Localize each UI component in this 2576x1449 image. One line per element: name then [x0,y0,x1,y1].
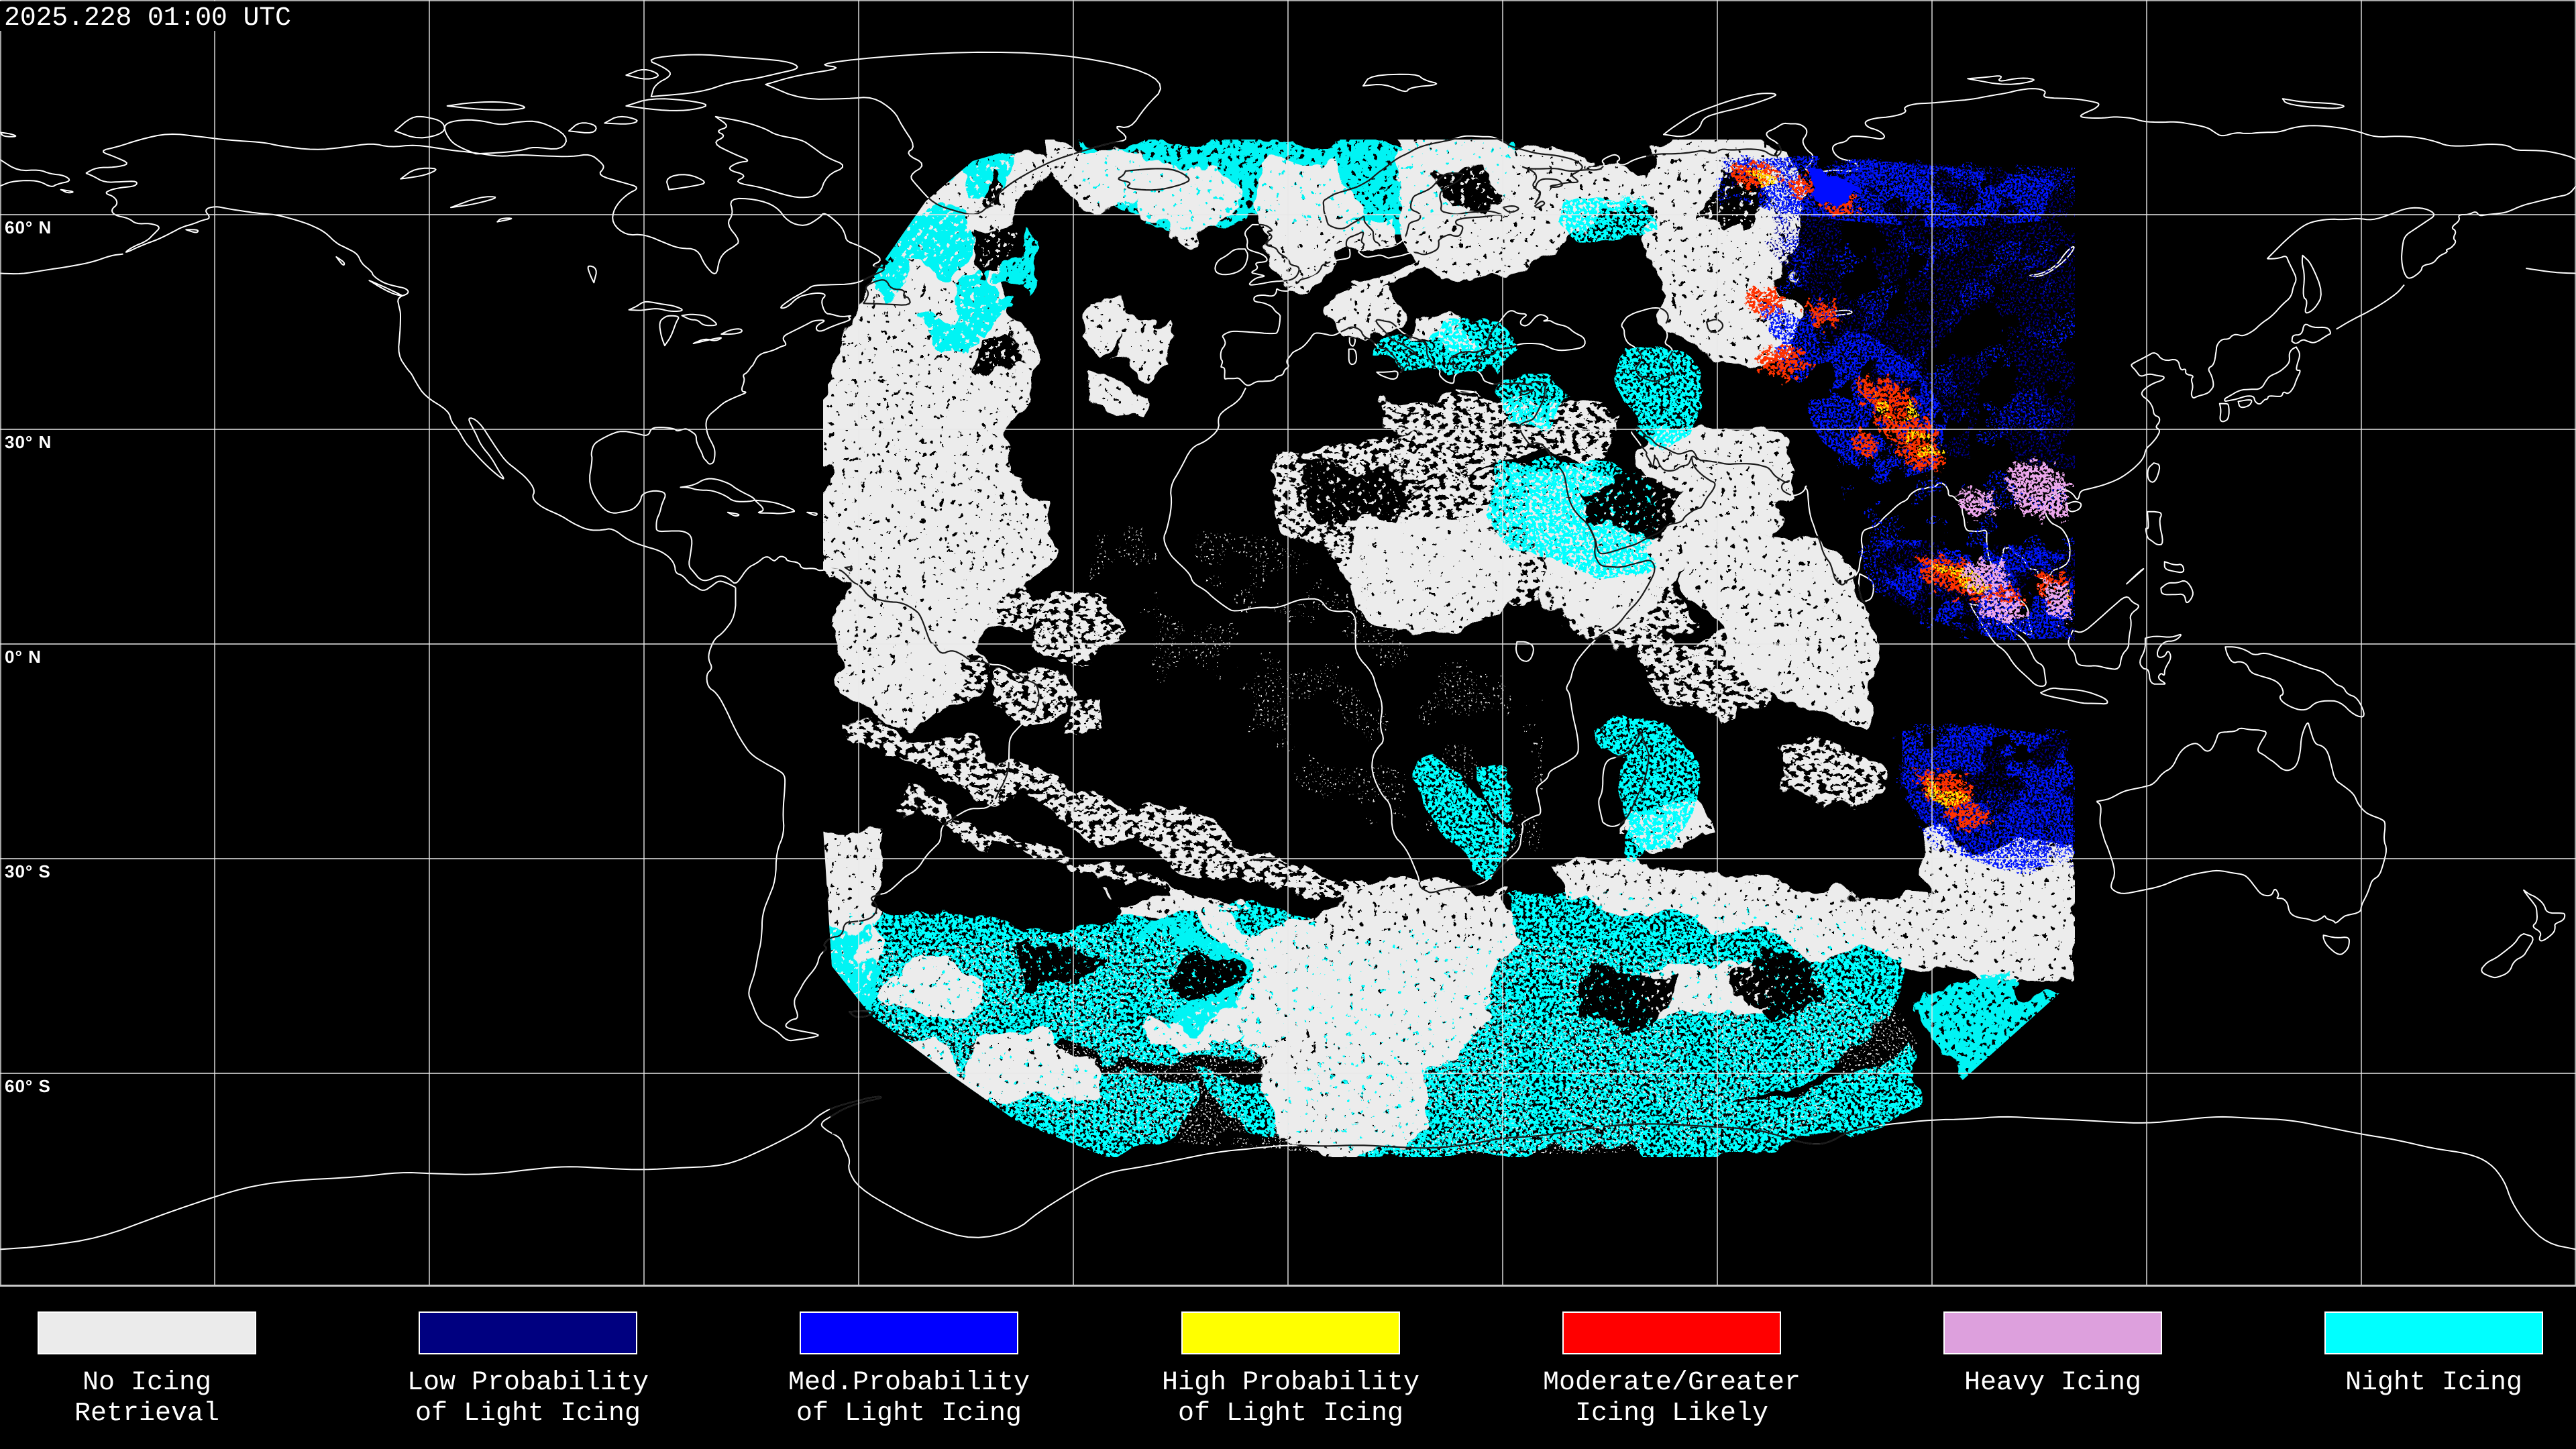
svg-text:No Icing: No Icing [83,1368,211,1398]
svg-text:0° N: 0° N [5,647,42,667]
svg-text:Low Probability: Low Probability [407,1368,649,1398]
svg-text:of Light Icing: of Light Icing [796,1399,1022,1429]
svg-text:2025.228 01:00 UTC: 2025.228 01:00 UTC [4,3,291,34]
svg-text:Icing Likely: Icing Likely [1575,1399,1768,1429]
svg-text:30° S: 30° S [5,861,51,881]
svg-text:Heavy Icing: Heavy Icing [1964,1368,2141,1398]
svg-text:30° N: 30° N [5,432,52,452]
svg-text:Retrieval: Retrieval [74,1399,219,1429]
svg-text:60° N: 60° N [5,217,52,237]
svg-text:of Light Icing: of Light Icing [415,1399,641,1429]
svg-text:of Light Icing: of Light Icing [1178,1399,1403,1429]
svg-text:Moderate/Greater: Moderate/Greater [1543,1368,1801,1398]
svg-text:Night Icing: Night Icing [2345,1368,2522,1398]
svg-text:High Probability: High Probability [1162,1368,1419,1398]
svg-text:Med.Probability: Med.Probability [788,1368,1030,1398]
svg-text:60° S: 60° S [5,1076,51,1096]
